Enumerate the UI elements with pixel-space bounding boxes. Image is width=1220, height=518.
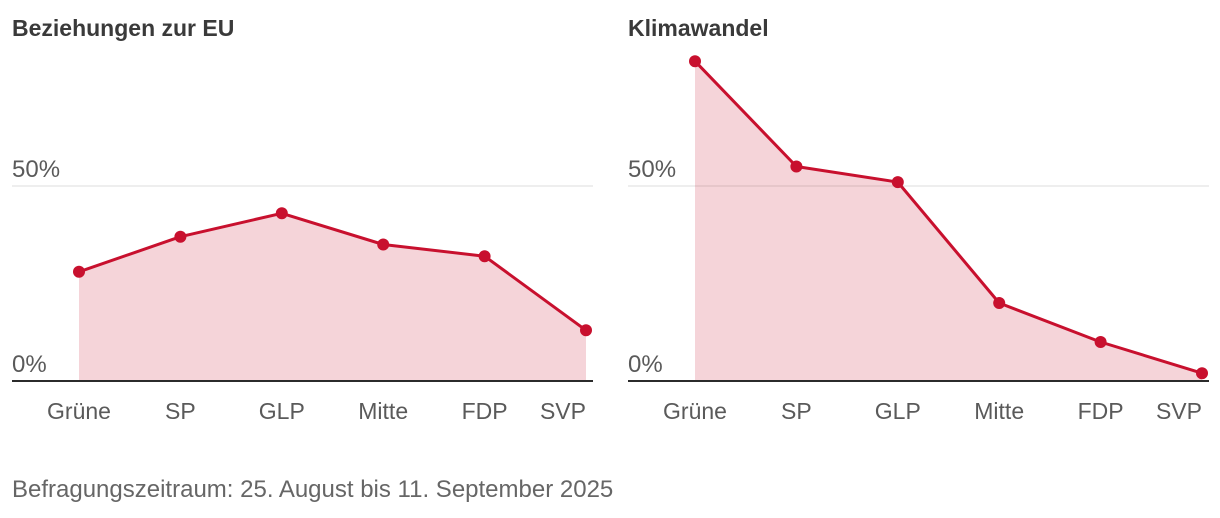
- survey-period-note: Befragungszeitraum: 25. August bis 11. S…: [12, 476, 614, 503]
- data-point: [275, 207, 288, 220]
- line-layer: [693, 59, 1204, 375]
- chart-svg: Beziehungen zur EU 0% 50% Grüne SP GLP Mitte F…: [12, 15, 593, 424]
- data-point: [891, 176, 904, 189]
- data-point: [689, 55, 701, 68]
- data-point: [1196, 367, 1208, 380]
- x-tick-label: SVP: [1156, 398, 1202, 424]
- series-line: [77, 211, 588, 332]
- x-tick-label: FDP: [462, 398, 508, 424]
- labels-layer: 0% 50% Grüne SP GLP Mitte FDP SVP: [12, 156, 586, 424]
- points-layer: [689, 55, 1208, 380]
- x-tick-label: SP: [781, 398, 812, 424]
- x-tick-label: SVP: [540, 398, 586, 424]
- x-tick-label: GLP: [259, 398, 305, 424]
- y-tick-label: 0%: [628, 351, 663, 378]
- series-area: [79, 213, 586, 381]
- x-tick-label: Grüne: [47, 398, 111, 424]
- data-point: [993, 297, 1006, 309]
- x-tick-label: Mitte: [974, 398, 1024, 424]
- chart-panel-klimawandel: Klimawandel 0% 50% Grüne SP GLP Mitte FDP SVP: [628, 0, 1209, 440]
- points-layer: [73, 207, 592, 337]
- data-point: [73, 265, 85, 278]
- x-tick-label: FDP: [1078, 398, 1124, 424]
- x-tick-label: GLP: [875, 398, 921, 424]
- data-point: [790, 160, 803, 173]
- area-layer: [79, 213, 586, 381]
- series-line: [693, 59, 1204, 375]
- x-tick-label: Mitte: [358, 398, 408, 424]
- chart-svg: Klimawandel 0% 50% Grüne SP GLP Mitte FDP SVP: [628, 15, 1209, 424]
- y-tick-label: 50%: [12, 156, 60, 183]
- data-point: [478, 250, 491, 263]
- x-tick-label: SP: [165, 398, 196, 424]
- y-tick-label: 50%: [628, 156, 676, 183]
- labels-layer: 0% 50% Grüne SP GLP Mitte FDP SVP: [628, 156, 1202, 424]
- series-area: [695, 61, 1202, 381]
- data-point: [377, 238, 390, 251]
- chart-title: Klimawandel: [628, 15, 769, 41]
- y-tick-label: 0%: [12, 351, 47, 378]
- line-layer: [77, 211, 588, 332]
- data-point: [1094, 336, 1107, 348]
- x-tick-label: Grüne: [663, 398, 727, 424]
- chart-title: Beziehungen zur EU: [12, 15, 234, 41]
- area-layer: [695, 61, 1202, 381]
- chart-panel-beziehungen-eu: Beziehungen zur EU 0% 50% Grüne SP GLP Mitte F…: [12, 0, 593, 440]
- data-point: [580, 324, 592, 337]
- data-point: [174, 230, 187, 243]
